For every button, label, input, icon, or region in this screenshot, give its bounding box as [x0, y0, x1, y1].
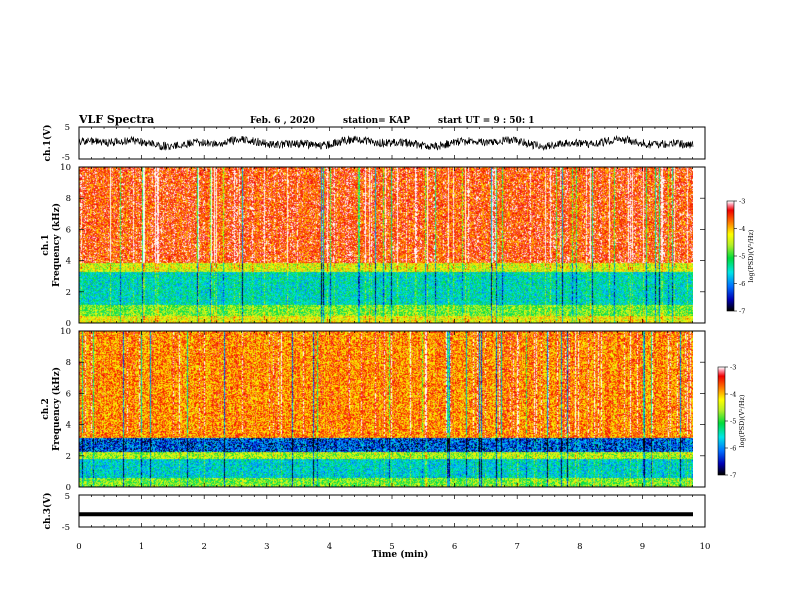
ch2-frequency-label: Frequency (kHz)	[51, 367, 62, 451]
x-tick-label-3: 3	[264, 542, 269, 552]
x-tick-label-2: 2	[201, 542, 206, 552]
ch1-colorbar-tick-label-3: -6	[739, 280, 745, 288]
ch3-waveform-xticks	[78, 495, 706, 527]
ch3-ytick-top: 5	[65, 492, 70, 502]
ch2-spectrogram-ytick-label-1: 2	[66, 452, 71, 462]
ch1-colorbar-tick-label-1: -4	[739, 225, 745, 233]
ch2-colorbar-tick-label-4: -7	[730, 472, 736, 480]
ch1-colorbar: -3 -4 -5 -6 -7 log(PSD)(V²/Hz)	[726, 198, 755, 316]
ch1-colorbar-tick-label-0: -3	[739, 198, 745, 206]
ch1-spectrogram-xticks	[78, 167, 706, 323]
ch1-waveform-trace	[78, 134, 694, 152]
ch1-colorbar-image	[727, 201, 734, 311]
ch2-spectrogram-ytick-label-0: 0	[66, 483, 71, 493]
ch2-colorbar-tick-label-3: -6	[730, 445, 736, 453]
ch1-spectrogram-ylabel: ch.1	[41, 234, 51, 255]
ch2-spectrogram-image	[79, 331, 693, 487]
ch2-spectrogram-xticks	[78, 331, 706, 487]
ch2-colorbar-label: log(PSD)(V²/Hz)	[738, 394, 746, 447]
x-tick-label-0: 0	[76, 542, 81, 552]
ch1-waveform-ylabel: ch.1(V)	[42, 125, 53, 162]
ch1-ytick-top: 5	[65, 123, 70, 133]
ch1-spectrogram-ytick-label-3: 6	[66, 225, 71, 235]
ch3-waveform-ylabel: ch.3(V)	[42, 493, 53, 530]
ch1-colorbar-ticks: -3 -4 -5 -6 -7	[734, 198, 745, 316]
ch1-waveform-panel: 5 -5 ch.1(V)	[42, 123, 706, 163]
ch1-spectrogram-image	[79, 167, 693, 323]
x-tick-label-4: 4	[327, 542, 332, 552]
x-tick-label-8: 8	[577, 542, 582, 552]
ch1-waveform-xticks	[78, 127, 706, 159]
ch2-spectrogram-ytick-label-2: 4	[66, 421, 71, 431]
ch1-spectrogram-ytick-label-5: 10	[60, 163, 71, 173]
ch3-waveform-frame	[78, 494, 706, 528]
ch1-spectrogram-yticks: 0 2 4 6 8 10	[60, 163, 705, 329]
ch2-colorbar-tick-label-0: -3	[730, 364, 736, 372]
ch1-spectrogram-panel: 0 2 4 6 8 10 ch.1 Frequency (kHz)	[41, 163, 706, 329]
ch2-colorbar-ticks: -3 -4 -5 -6 -7	[725, 364, 736, 480]
ch2-colorbar-image	[718, 367, 725, 475]
ch1-spectrogram-ytick-label-4: 8	[66, 194, 71, 204]
ch2-colorbar-tick-label-1: -4	[730, 391, 736, 399]
ch1-spectrogram-ytick-label-0: 0	[66, 319, 71, 329]
ch3-waveform-panel: 5 -5 ch.3(V)	[42, 492, 706, 533]
x-tick-label-10: 10	[700, 542, 711, 552]
ch1-spectrogram-ytick-label-1: 2	[66, 288, 71, 298]
start-time-label: start UT = 9 : 50: 1	[438, 116, 535, 126]
x-tick-label-1: 1	[139, 542, 144, 552]
x-tick-label-6: 6	[452, 542, 457, 552]
ch1-spectrogram-ytick-label-2: 4	[66, 257, 71, 267]
ch1-ytick-bottom: -5	[62, 153, 70, 163]
x-axis-tick-labels: 0 1 2 3 4 5 6 7 8 9 10	[76, 542, 710, 552]
ch2-spectrogram-yticks: 0 2 4 6 8 10	[60, 327, 705, 493]
ch2-colorbar: -3 -4 -5 -6 -7 log(PSD)(V²/Hz)	[717, 364, 746, 480]
ch1-frequency-label: Frequency (kHz)	[51, 203, 62, 287]
x-axis-label: Time (min)	[372, 549, 429, 560]
x-tick-label-7: 7	[514, 542, 519, 552]
x-tick-label-9: 9	[640, 542, 645, 552]
ch2-colorbar-tick-label-2: -5	[730, 418, 736, 426]
ch2-spectrogram-ytick-label-3: 6	[66, 389, 71, 399]
ch1-colorbar-tick-label-4: -7	[739, 308, 745, 316]
x-tick-label-5: 5	[389, 542, 394, 552]
station-label: station= KAP	[343, 116, 410, 126]
ch3-ytick-bottom: -5	[62, 523, 70, 533]
ch2-spectrogram-ylabel: ch.2	[41, 398, 51, 419]
ch2-spectrogram-panel: 0 2 4 6 8 10 ch.2 Frequency (kHz)	[41, 327, 706, 493]
date-label: Feb. 6 , 2020	[250, 116, 315, 126]
ch1-colorbar-tick-label-2: -5	[739, 253, 745, 261]
ch1-colorbar-label: log(PSD)(V²/Hz)	[747, 229, 755, 282]
figure-title: VLF Spectra	[78, 113, 154, 126]
ch2-spectrogram-ytick-label-5: 10	[60, 327, 71, 337]
ch2-spectrogram-ytick-label-4: 8	[66, 358, 71, 368]
